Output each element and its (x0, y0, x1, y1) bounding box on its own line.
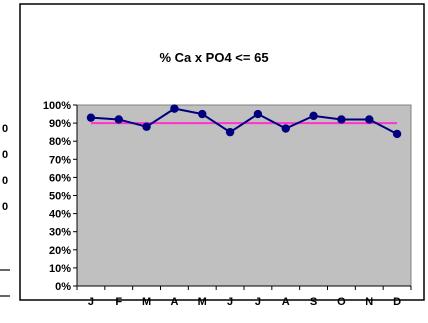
chart-title: % Ca x PO4 <= 65 (159, 50, 268, 65)
x-tick-label: J (255, 296, 261, 308)
data-point (198, 109, 207, 119)
y-tick-label: 100% (43, 100, 71, 112)
data-point (309, 111, 318, 121)
x-tick-label: F (115, 296, 122, 308)
x-tick-label: N (365, 296, 373, 308)
data-point (142, 122, 151, 131)
data-point (281, 124, 290, 133)
y-tick-label: 80% (49, 136, 71, 148)
x-tick-label: S (310, 296, 317, 308)
data-point (170, 104, 179, 113)
x-tick-label: M (198, 296, 207, 308)
x-tick-label: O (337, 296, 346, 308)
x-tick-label: J (88, 296, 94, 308)
y-tick-label: 50% (49, 191, 71, 203)
y-axis-ticks: 0% 10% 20% 30% 40% 50% 60% 70% 80% 90% 100% (43, 100, 77, 293)
x-tick-label: D (393, 296, 401, 308)
y-tick-label: 90% (49, 118, 71, 130)
data-point (337, 115, 346, 124)
data-point (114, 115, 123, 124)
x-tick-label: A (282, 296, 290, 308)
data-point (253, 109, 263, 119)
series-layer (86, 104, 402, 139)
edge-glyph-1: 0 (2, 123, 8, 135)
edge-glyph-4: 0 (2, 201, 8, 213)
data-point (225, 127, 235, 137)
x-tick-label: J (227, 296, 233, 308)
y-tick-label: 70% (49, 154, 71, 166)
x-tick-label: M (142, 296, 151, 308)
edge-glyph-2: 0 (2, 149, 8, 161)
data-point (392, 129, 402, 139)
y-tick-label: 30% (49, 227, 71, 239)
y-tick-label: 0% (55, 281, 71, 293)
series-line-1 (90, 107, 398, 135)
y-tick-label: 40% (49, 209, 71, 221)
x-tick-label: A (170, 296, 178, 308)
y-tick-label: 60% (49, 172, 71, 184)
y-tick-label: 10% (49, 263, 71, 275)
y-tick-label: 20% (49, 245, 71, 257)
plot-area (76, 104, 412, 287)
edge-glyph-3: 0 (2, 175, 8, 187)
data-point (86, 113, 96, 122)
data-point (365, 115, 374, 124)
